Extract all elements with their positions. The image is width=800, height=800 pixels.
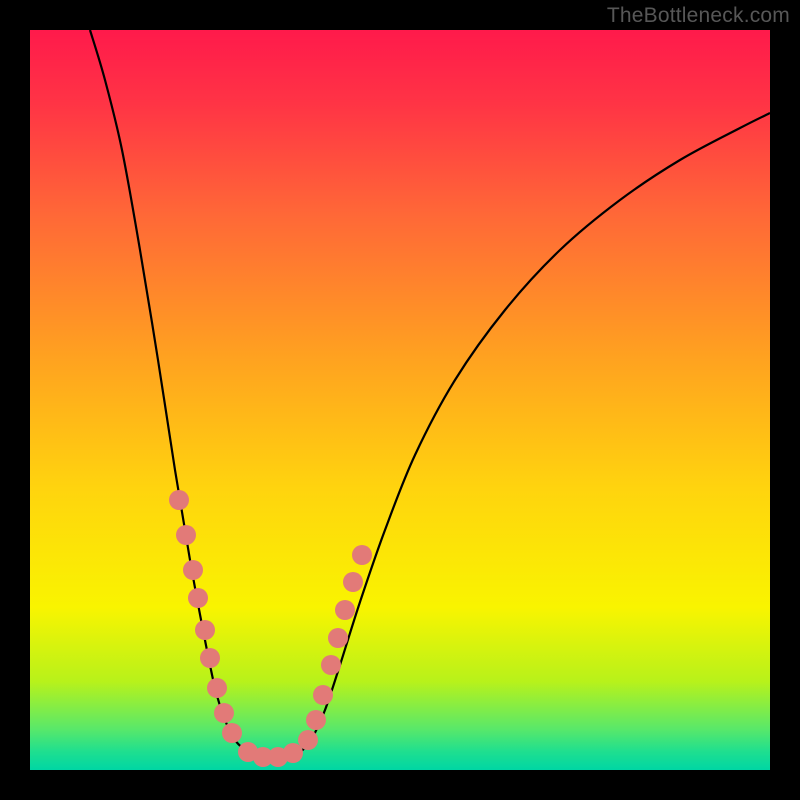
data-marker <box>200 648 220 668</box>
data-marker <box>306 710 326 730</box>
data-marker <box>222 723 242 743</box>
data-marker <box>195 620 215 640</box>
data-marker <box>214 703 234 723</box>
data-marker <box>188 588 208 608</box>
watermark-text: TheBottleneck.com <box>607 4 790 28</box>
data-marker <box>183 560 203 580</box>
data-marker <box>321 655 341 675</box>
data-marker <box>207 678 227 698</box>
data-marker <box>176 525 196 545</box>
data-marker <box>352 545 372 565</box>
bottleneck-chart <box>0 0 800 800</box>
data-marker <box>313 685 333 705</box>
data-marker <box>343 572 363 592</box>
plot-background <box>30 30 770 770</box>
data-marker <box>328 628 348 648</box>
data-marker <box>335 600 355 620</box>
data-marker <box>298 730 318 750</box>
data-marker <box>169 490 189 510</box>
